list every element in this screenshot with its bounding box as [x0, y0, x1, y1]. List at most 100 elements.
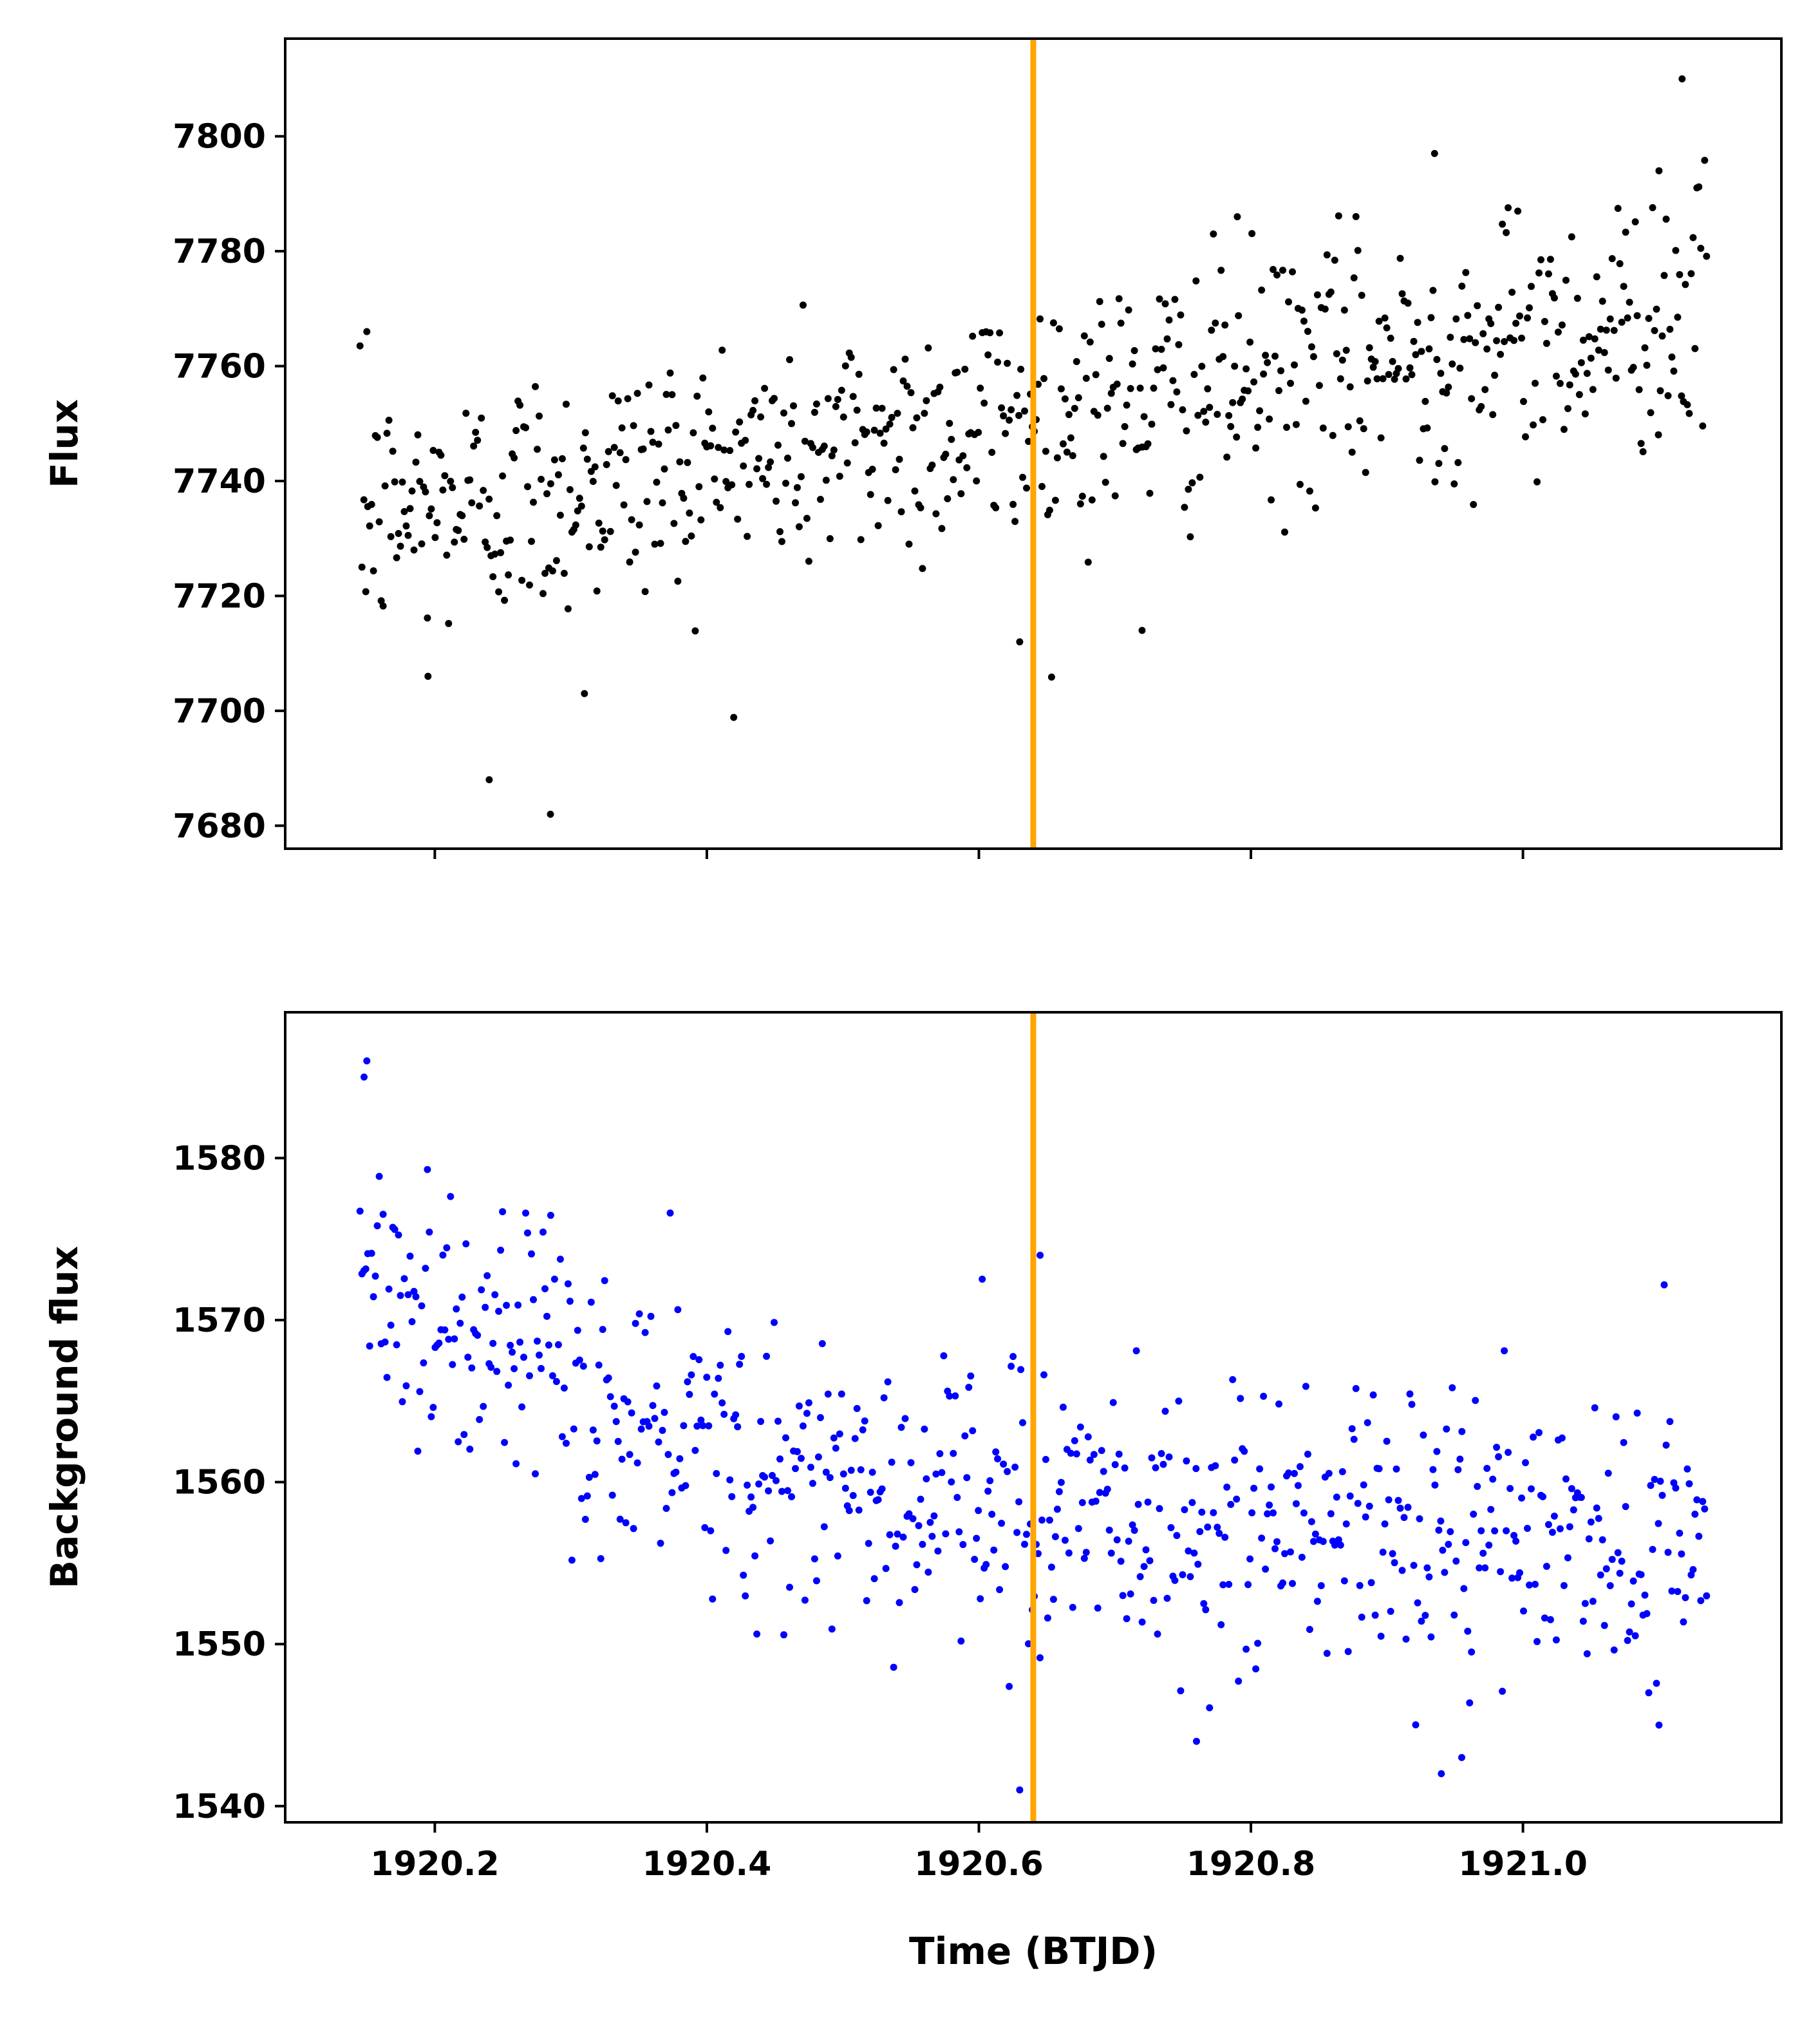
flux-point: [1387, 334, 1394, 342]
background-flux-point: [1552, 1636, 1560, 1644]
background-flux-point: [1672, 1484, 1680, 1492]
flux-point: [511, 454, 518, 462]
flux-point: [1566, 381, 1573, 389]
background-flux-point: [1577, 1494, 1585, 1501]
flux-point: [1148, 420, 1156, 428]
flux-point: [1337, 375, 1344, 382]
background-flux-point: [1073, 1450, 1080, 1458]
flux-point: [713, 498, 720, 506]
flux-point: [838, 386, 845, 394]
flux-point: [478, 414, 485, 422]
background-flux-point: [1668, 1587, 1676, 1595]
background-flux-point: [1703, 1592, 1711, 1600]
background-flux-point: [1250, 1484, 1258, 1492]
flux-point: [485, 495, 493, 503]
background-flux-point: [1391, 1559, 1398, 1567]
background-flux-point: [1418, 1618, 1425, 1625]
background-flux-point: [581, 1516, 589, 1523]
flux-point: [1196, 473, 1204, 481]
flux-point: [1537, 256, 1544, 263]
flux-point: [1678, 75, 1686, 82]
flux-point: [730, 713, 738, 721]
flux-point: [1004, 359, 1011, 367]
flux-point: [1144, 440, 1152, 448]
flux-point: [1441, 445, 1449, 453]
flux-point: [1227, 422, 1235, 430]
background-flux-point: [487, 1363, 495, 1371]
background-flux-point: [545, 1341, 552, 1349]
background-flux-point: [1342, 1520, 1350, 1528]
background-flux-point: [1591, 1404, 1599, 1411]
background-flux-point: [1335, 1536, 1342, 1543]
background-flux-point: [1647, 1482, 1655, 1489]
background-flux-point: [1333, 1493, 1340, 1501]
background-flux-point: [888, 1458, 896, 1466]
flux-point: [924, 344, 932, 352]
background-flux-point: [1443, 1425, 1450, 1433]
flux-point: [1323, 251, 1331, 259]
flux-point: [468, 499, 476, 507]
flux-point: [886, 420, 894, 428]
flux-point: [534, 446, 541, 453]
flux-point: [1371, 358, 1379, 365]
background-flux-point: [1042, 1456, 1049, 1463]
background-flux-point: [1264, 1510, 1271, 1518]
background-flux-point: [1352, 1384, 1360, 1392]
flux-point: [1239, 395, 1246, 403]
flux-point: [1481, 386, 1489, 393]
background-flux-point: [720, 1410, 728, 1418]
flux-point: [466, 476, 474, 484]
flux-point: [1697, 245, 1705, 252]
background-flux-point: [1581, 1600, 1589, 1607]
background-flux-point: [534, 1337, 541, 1345]
background-flux-point: [483, 1272, 491, 1279]
flux-point: [1100, 453, 1107, 460]
flux-point: [1125, 306, 1132, 314]
background-flux-point: [690, 1353, 697, 1361]
background-flux-point: [680, 1422, 688, 1430]
flux-point: [1379, 375, 1387, 382]
background-flux-point: [462, 1240, 470, 1248]
background-flux-point: [1217, 1621, 1225, 1628]
flux-point: [1146, 489, 1154, 497]
flux-point: [606, 527, 614, 535]
flux-point: [583, 455, 591, 463]
background-flux-point: [1506, 1485, 1514, 1493]
flux-point: [1234, 213, 1241, 221]
flux-point: [1544, 270, 1552, 278]
background-flux-point: [1000, 1460, 1008, 1468]
background-flux-point: [385, 1285, 393, 1293]
background-flux-point: [441, 1326, 449, 1334]
flux-point: [746, 480, 753, 488]
flux-point: [653, 478, 661, 486]
background-flux-point: [1291, 1469, 1298, 1477]
background-flux-point: [443, 1244, 451, 1252]
flux-point: [797, 473, 805, 480]
background-flux-point: [1248, 1509, 1256, 1516]
background-flux-point: [1219, 1581, 1227, 1589]
background-flux-point: [536, 1351, 543, 1359]
background-flux-x-ticks: 1920.2 1920.4 1920.6 1920.8 1921.0: [370, 1822, 1588, 1883]
flux-point: [1254, 424, 1262, 431]
background-flux-point: [718, 1399, 726, 1407]
background-flux-point: [666, 1209, 674, 1217]
flux-point: [1489, 411, 1497, 419]
flux-point: [1404, 299, 1412, 307]
background-flux-point: [1367, 1579, 1375, 1587]
flux-point: [1217, 267, 1225, 274]
flux-y-tick-label: 7740: [173, 462, 266, 501]
background-flux-point: [577, 1495, 585, 1502]
background-flux-point: [1200, 1600, 1208, 1607]
flux-point: [624, 395, 632, 402]
flux-point: [1102, 478, 1109, 486]
background-flux-point: [1491, 1527, 1499, 1534]
background-flux-point: [1587, 1518, 1595, 1526]
flux-point: [784, 455, 791, 462]
flux-point: [576, 495, 583, 502]
background-flux-point: [811, 1555, 818, 1563]
flux-point: [1156, 295, 1163, 303]
background-flux-point: [934, 1547, 942, 1555]
flux-point: [1633, 312, 1641, 319]
flux-point: [1610, 326, 1618, 334]
flux-point: [1479, 330, 1487, 337]
